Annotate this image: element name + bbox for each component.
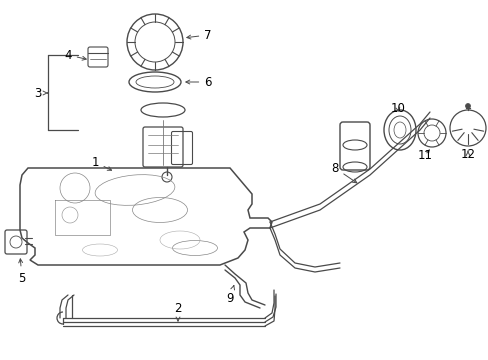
Text: 12: 12 (460, 148, 474, 161)
Text: 1: 1 (91, 156, 111, 170)
Text: 3: 3 (34, 86, 47, 99)
Text: 8: 8 (331, 162, 356, 183)
Text: 7: 7 (186, 28, 211, 41)
Text: 5: 5 (18, 259, 26, 284)
Text: 9: 9 (226, 285, 234, 305)
Text: 10: 10 (390, 102, 405, 114)
Text: 11: 11 (417, 149, 431, 162)
Text: 2: 2 (174, 302, 182, 321)
Text: 4: 4 (64, 49, 86, 62)
Circle shape (465, 104, 469, 108)
Text: 6: 6 (185, 76, 211, 89)
